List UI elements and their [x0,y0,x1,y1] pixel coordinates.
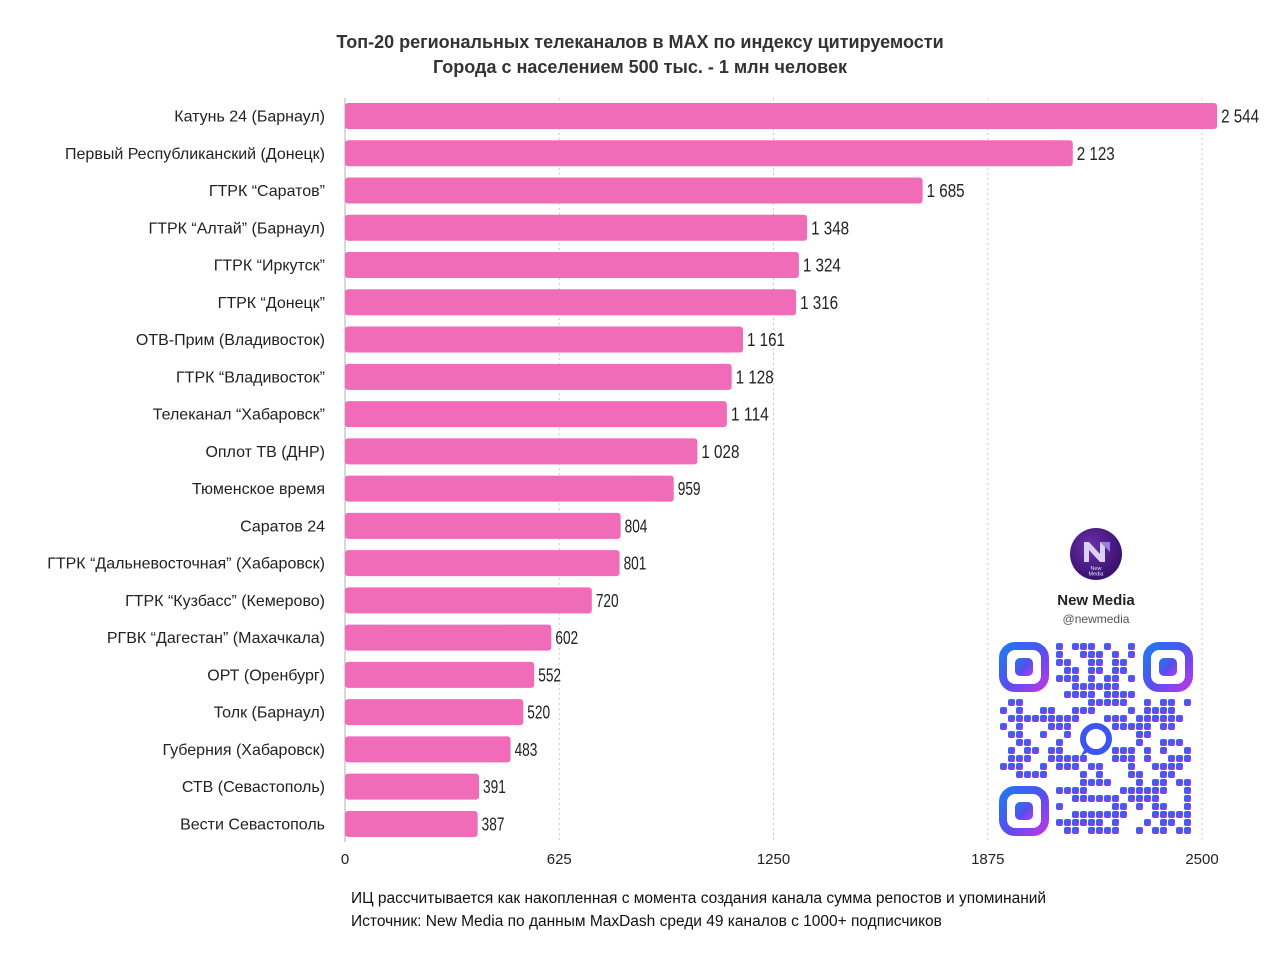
x-tick-label: 0 [341,851,349,868]
value-label: 1 324 [803,256,841,276]
category-label: ГТРК “Саратов” [209,183,325,200]
category-label: ГТРК “Донецк” [218,295,325,312]
value-label: 804 [625,516,648,536]
bar [345,363,732,390]
bar [345,401,727,428]
bar [345,550,620,577]
bar [345,289,797,316]
chart-title: Топ-20 региональных телеканалов в MAX по… [336,32,944,52]
value-label: 801 [624,554,647,574]
value-label: 959 [678,479,701,499]
bar [345,140,1073,167]
bar-chart: 0 625 1250 1875 2500 Катунь 24 (Барнаул) 2 544… [47,98,1259,868]
bar [345,587,592,614]
chart-title-block: Топ-20 региональных телеканалов в MAX по… [0,30,1280,80]
category-label: Тюменское время [192,481,325,498]
category-label: Телеканал “Хабаровск” [153,407,325,424]
category-label: ГТРК “Владивосток” [176,369,325,386]
new-media-logo-icon: New Media [1070,528,1122,580]
value-label: 391 [483,777,506,797]
category-label: ОРТ (Оренбург) [207,667,325,684]
value-label: 1 685 [927,181,965,201]
brand-handle: @newmedia [1062,612,1130,626]
bar [345,252,799,279]
brand-block: New Media New Media @newmedia [1020,528,1172,626]
value-label: 552 [538,665,561,685]
value-label: 720 [596,591,619,611]
category-label: Толк (Барнаул) [214,705,325,722]
footnote: ИЦ рассчитывается как накопленная с моме… [351,887,1046,933]
bar [345,736,511,763]
category-label: СТВ (Севастополь) [182,779,325,796]
category-label: Катунь 24 (Барнаул) [174,109,325,126]
category-label: Вести Севастополь [180,816,325,833]
category-label: Саратов 24 [240,518,325,535]
footnote-source: Источник: New Media по данным MaxDash ср… [351,913,942,930]
footnote-definition: ИЦ рассчитывается как накопленная с моме… [351,890,1047,907]
bar [345,177,923,204]
category-label: Первый Республиканский (Донецк) [65,146,325,163]
value-label: 1 028 [701,442,739,462]
value-label: 1 348 [811,218,849,238]
qr-code-icon[interactable] [999,642,1193,836]
svg-text:New: New [1090,566,1101,572]
category-label: Губерния (Хабаровск) [163,742,325,759]
category-label: ОТВ-Прим (Владивосток) [136,332,325,349]
bar [345,661,535,688]
bar [345,475,674,502]
value-label: 1 128 [736,367,774,387]
category-label: ГТРК “Иркутск” [214,258,325,275]
bar [345,512,621,539]
x-tick-label: 625 [547,851,572,868]
value-label: 387 [482,814,505,834]
brand-name: New Media [1057,592,1135,609]
value-label: 520 [527,703,550,723]
bar [345,810,478,837]
bar [345,773,480,800]
bar [345,214,808,241]
category-label: ГТРК “Кузбасс” (Кемерово) [125,593,325,610]
chart-subtitle: Города с населением 500 тыс. - 1 млн чел… [432,57,847,77]
value-label: 2 544 [1221,107,1259,127]
value-label: 1 114 [731,405,769,425]
bar [345,326,743,353]
category-label: ГТРК “Алтай” (Барнаул) [149,220,325,237]
value-label: 1 161 [747,330,785,350]
category-label: ГТРК “Дальневосточная” (Хабаровск) [47,556,325,573]
bar [345,699,524,726]
svg-text:Media: Media [1089,572,1105,578]
value-label: 1 316 [800,293,838,313]
bar [345,103,1218,129]
bar [345,624,552,651]
value-label: 2 123 [1077,144,1115,164]
x-tick-label: 2500 [1185,851,1218,868]
category-label: РГВК “Дагестан” (Махачкала) [107,630,325,647]
bar [345,438,698,465]
x-tick-label: 1250 [757,851,790,868]
value-label: 602 [555,628,578,648]
category-label: Оплот ТВ (ДНР) [205,444,325,461]
value-label: 483 [515,740,538,760]
x-tick-label: 1875 [971,851,1004,868]
